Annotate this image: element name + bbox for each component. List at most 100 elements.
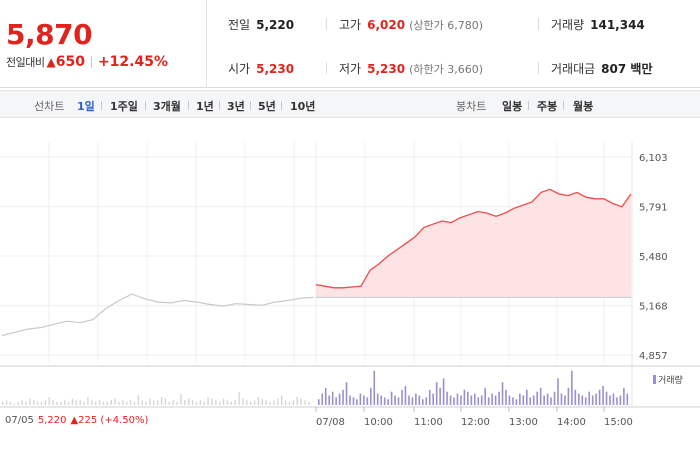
volume-bar xyxy=(401,389,403,405)
stat-high: 고가 6,020 (상한가 6,780) xyxy=(339,16,483,33)
volume-bar xyxy=(176,401,178,405)
volume-bar xyxy=(141,400,143,405)
volume-bar xyxy=(338,393,341,405)
volume-bar xyxy=(418,395,421,405)
volume-bar xyxy=(477,397,480,405)
tab-monthly-candle[interactable]: 월봉 xyxy=(573,100,594,113)
volume-bar xyxy=(491,393,493,405)
volume-bar xyxy=(435,382,438,405)
volume-bar xyxy=(331,391,334,405)
volume-bar xyxy=(470,395,473,405)
volume-bar xyxy=(442,378,445,405)
volume-bar xyxy=(106,401,109,405)
volume-bar xyxy=(356,399,358,405)
divider xyxy=(250,101,251,110)
volume-bar xyxy=(602,386,604,405)
change-label: 전일대비 xyxy=(6,56,45,69)
tab-1w[interactable]: 1주일 xyxy=(110,100,138,113)
stat-value: 5,220 xyxy=(256,18,295,32)
x-tick-label: 13:00 xyxy=(509,417,538,428)
volume-bar xyxy=(543,395,545,405)
divider xyxy=(90,56,92,68)
volume-bar xyxy=(432,393,434,405)
volume-bar xyxy=(363,395,365,405)
tab-5y[interactable]: 5년 xyxy=(258,100,276,113)
volume-bar xyxy=(304,400,306,405)
volume-bar xyxy=(404,386,407,405)
volume-bar xyxy=(87,397,89,405)
stat-sub: (하한가 3,660) xyxy=(409,63,483,76)
volume-bar xyxy=(508,395,511,405)
volume-bar xyxy=(578,393,580,405)
y-tick-label: 6,103 xyxy=(639,153,668,164)
tab-1d[interactable]: 1일 xyxy=(77,100,95,113)
volume-bar xyxy=(328,395,330,405)
volume-bar xyxy=(180,393,182,405)
volume-bar xyxy=(598,389,601,405)
volume-bar xyxy=(64,400,66,405)
line-chart-label: 선차트 xyxy=(34,100,65,113)
volume-bar xyxy=(449,395,452,405)
volume-bar xyxy=(40,401,43,405)
volume-bar xyxy=(505,389,507,405)
y-tick-label: 5,480 xyxy=(639,252,668,263)
change-row: 전일대비 ▲ 650 +12.45% xyxy=(6,54,168,70)
volume-bar xyxy=(494,395,497,405)
volume-bar xyxy=(110,400,112,405)
volume-bar xyxy=(345,382,348,405)
volume-bar xyxy=(335,397,337,405)
legend-swatch xyxy=(653,375,656,384)
volume-bar xyxy=(480,395,483,405)
volume-bar xyxy=(21,400,23,405)
tab-daily-candle[interactable]: 일봉 xyxy=(502,100,523,113)
hover-info: 07/05 5,220 ▲225 (+4.50%) xyxy=(5,415,148,426)
volume-bar xyxy=(318,399,320,405)
volume-bar xyxy=(446,391,448,405)
volume-bar xyxy=(467,391,469,405)
volume-bar xyxy=(623,387,625,405)
volume-bar xyxy=(60,401,62,405)
chart-period-tabs: 선차트 1일 1주일 3개월 1년 3년 5년 10년 봉차트 일봉 주봉 월봉 xyxy=(0,90,700,118)
x-tick-label: 11:00 xyxy=(414,417,443,428)
volume-bar xyxy=(300,398,302,405)
volume-bar xyxy=(380,395,382,405)
volume-bar xyxy=(288,401,291,405)
today-line xyxy=(315,188,632,289)
volume-bar xyxy=(222,398,225,405)
tab-10y[interactable]: 10년 xyxy=(290,100,316,113)
divider xyxy=(563,101,564,110)
volume-bar xyxy=(203,401,205,405)
volume-bar xyxy=(25,401,27,405)
tab-weekly-candle[interactable]: 주봉 xyxy=(537,100,558,113)
volume-bar xyxy=(352,397,355,405)
volume-bar xyxy=(397,397,400,405)
tab-3m[interactable]: 3개월 xyxy=(153,100,181,113)
volume-bar xyxy=(425,397,428,405)
volume-bar xyxy=(83,401,85,405)
price-area-fill xyxy=(316,189,631,298)
tab-3y[interactable]: 3년 xyxy=(227,100,245,113)
volume-bar xyxy=(118,401,120,405)
volume-legend-label: 거래량 xyxy=(658,376,683,386)
volume-bar xyxy=(383,397,386,405)
divider xyxy=(219,101,220,110)
volume-bar xyxy=(515,399,518,405)
stat-value: 807 백만 xyxy=(601,62,653,76)
hover-price: 5,220 xyxy=(37,415,67,426)
tab-1y[interactable]: 1년 xyxy=(196,100,214,113)
volume-bar xyxy=(114,398,116,405)
change-percent: +12.45% xyxy=(97,54,168,70)
volume-bar xyxy=(612,393,615,405)
volume-bar xyxy=(619,395,622,405)
volume-bar xyxy=(453,397,455,405)
up-arrow-icon: ▲ xyxy=(46,55,56,69)
volume-bar xyxy=(588,391,590,405)
x-tick-label: 12:00 xyxy=(461,417,490,428)
price-area xyxy=(316,189,631,298)
stat-value: 6,020 xyxy=(367,18,406,32)
volume-bar xyxy=(591,395,594,405)
volume-bars xyxy=(2,370,629,405)
volume-bar xyxy=(168,401,171,405)
volume-bar xyxy=(284,400,287,405)
